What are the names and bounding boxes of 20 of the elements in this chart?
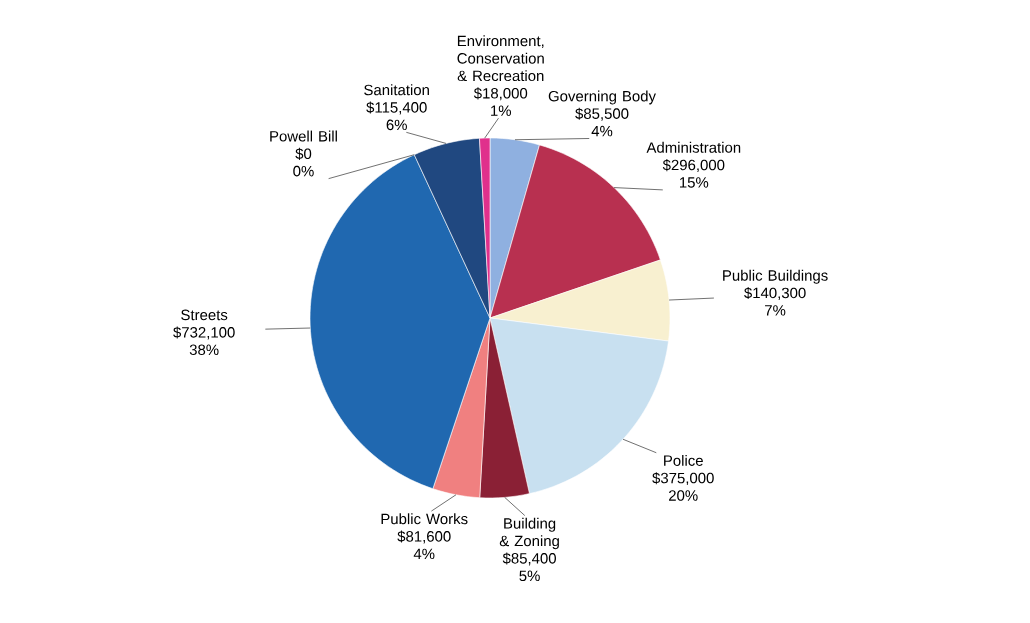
data-label: $85,500 4% xyxy=(575,107,629,137)
slice-label: Governing Body xyxy=(548,90,656,105)
data-label: $732,100 38% xyxy=(173,326,235,356)
slice-label: Public Works xyxy=(381,513,468,525)
category-label: Powell Bill xyxy=(270,130,337,142)
slice-label: Sanitation xyxy=(364,84,429,96)
slice-label: Streets xyxy=(181,309,228,321)
data-label: $115,400 6% xyxy=(366,101,427,131)
text: $0 0% xyxy=(293,147,314,177)
slice-label: Public Buildings xyxy=(723,269,828,284)
slice-label: Police xyxy=(664,454,703,466)
data-label: $375,000 20% xyxy=(652,472,714,501)
slice-label: Administration xyxy=(646,141,741,153)
data-label: $81,600 4% xyxy=(397,530,451,560)
slice-label: Environment, Conservation & Recreation xyxy=(457,35,544,82)
data-label: $140,300 7% xyxy=(744,287,806,316)
data-label: $18,000 1% xyxy=(473,87,528,116)
slice-label: Building & Zoning xyxy=(499,517,559,550)
data-label: $296,000 15% xyxy=(662,159,725,188)
data-label: $85,400 5% xyxy=(502,552,556,582)
